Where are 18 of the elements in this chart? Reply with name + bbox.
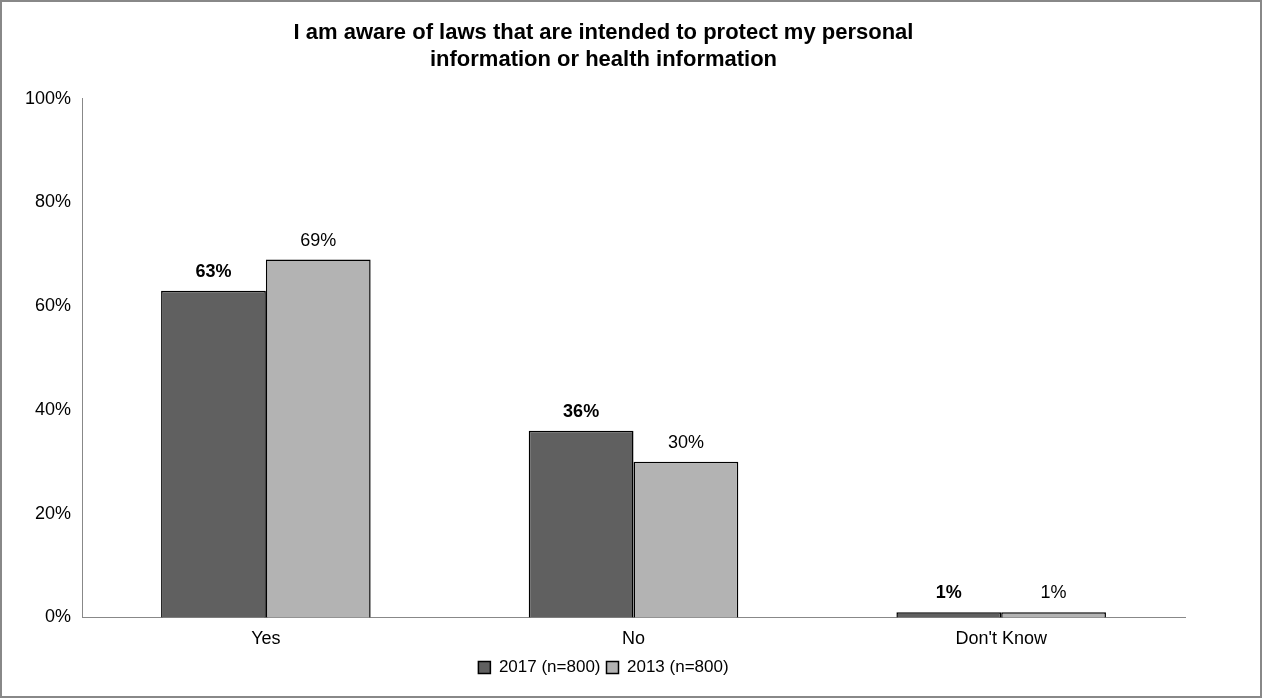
- x-tick-label: Don't Know: [955, 628, 1048, 649]
- y-tick-label: 100%: [24, 87, 72, 108]
- y-tick-label: 0%: [45, 606, 72, 627]
- data-label: 30%: [667, 431, 704, 452]
- x-tick-label: No: [622, 628, 646, 649]
- data-label: 1%: [1040, 582, 1067, 603]
- chart-title: I am aware of laws that are intended to protect my personal information or health information: [293, 19, 914, 71]
- y-tick-label: 80%: [35, 191, 72, 212]
- legend-label: 2013 (n=800): [627, 657, 729, 677]
- data-label: 1%: [935, 582, 962, 603]
- legend-label: 2017 (n=800): [498, 657, 601, 677]
- x-tick-label: Yes: [251, 628, 281, 649]
- data-label: 63%: [195, 260, 232, 281]
- data-label: 69%: [300, 229, 337, 250]
- y-tick-label: 60%: [35, 295, 72, 316]
- data-label: 36%: [563, 400, 600, 421]
- y-tick-label: 20%: [35, 502, 72, 523]
- y-tick-label: 40%: [35, 398, 72, 419]
